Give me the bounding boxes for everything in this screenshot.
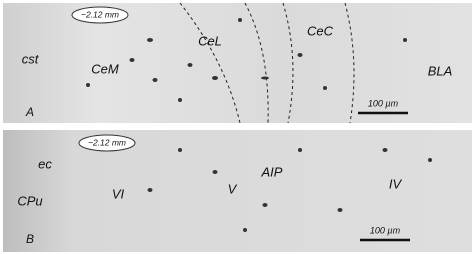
region-label: CeC: [307, 23, 334, 38]
neurons-b: [147, 148, 432, 232]
region-label: CPu: [17, 193, 42, 208]
depth-oval: [71, 6, 129, 24]
depth-label: −2.12 mm: [88, 137, 126, 147]
region-label: AIP: [261, 164, 283, 179]
neurons-a: [86, 18, 407, 102]
region-label: VI: [112, 186, 125, 201]
panel-letter: B: [26, 232, 34, 246]
panel-letter: A: [25, 105, 34, 119]
region-label: ec: [38, 156, 52, 171]
scale-bar-label: 100 µm: [368, 98, 399, 108]
region-label: IV: [389, 176, 403, 191]
region-label: BLA: [428, 63, 453, 78]
depth-label: −2.12 mm: [81, 9, 119, 19]
depth-oval: [78, 134, 136, 152]
boundary-lines: [179, 2, 355, 124]
region-label: CeL: [198, 33, 222, 48]
scale-bar-label: 100 µm: [370, 225, 401, 235]
panel-b-image: [3, 130, 472, 252]
region-label: V: [228, 181, 238, 196]
region-label: cst: [22, 51, 40, 66]
region-label: CeM: [91, 61, 119, 76]
panel-a-image: [3, 3, 472, 123]
